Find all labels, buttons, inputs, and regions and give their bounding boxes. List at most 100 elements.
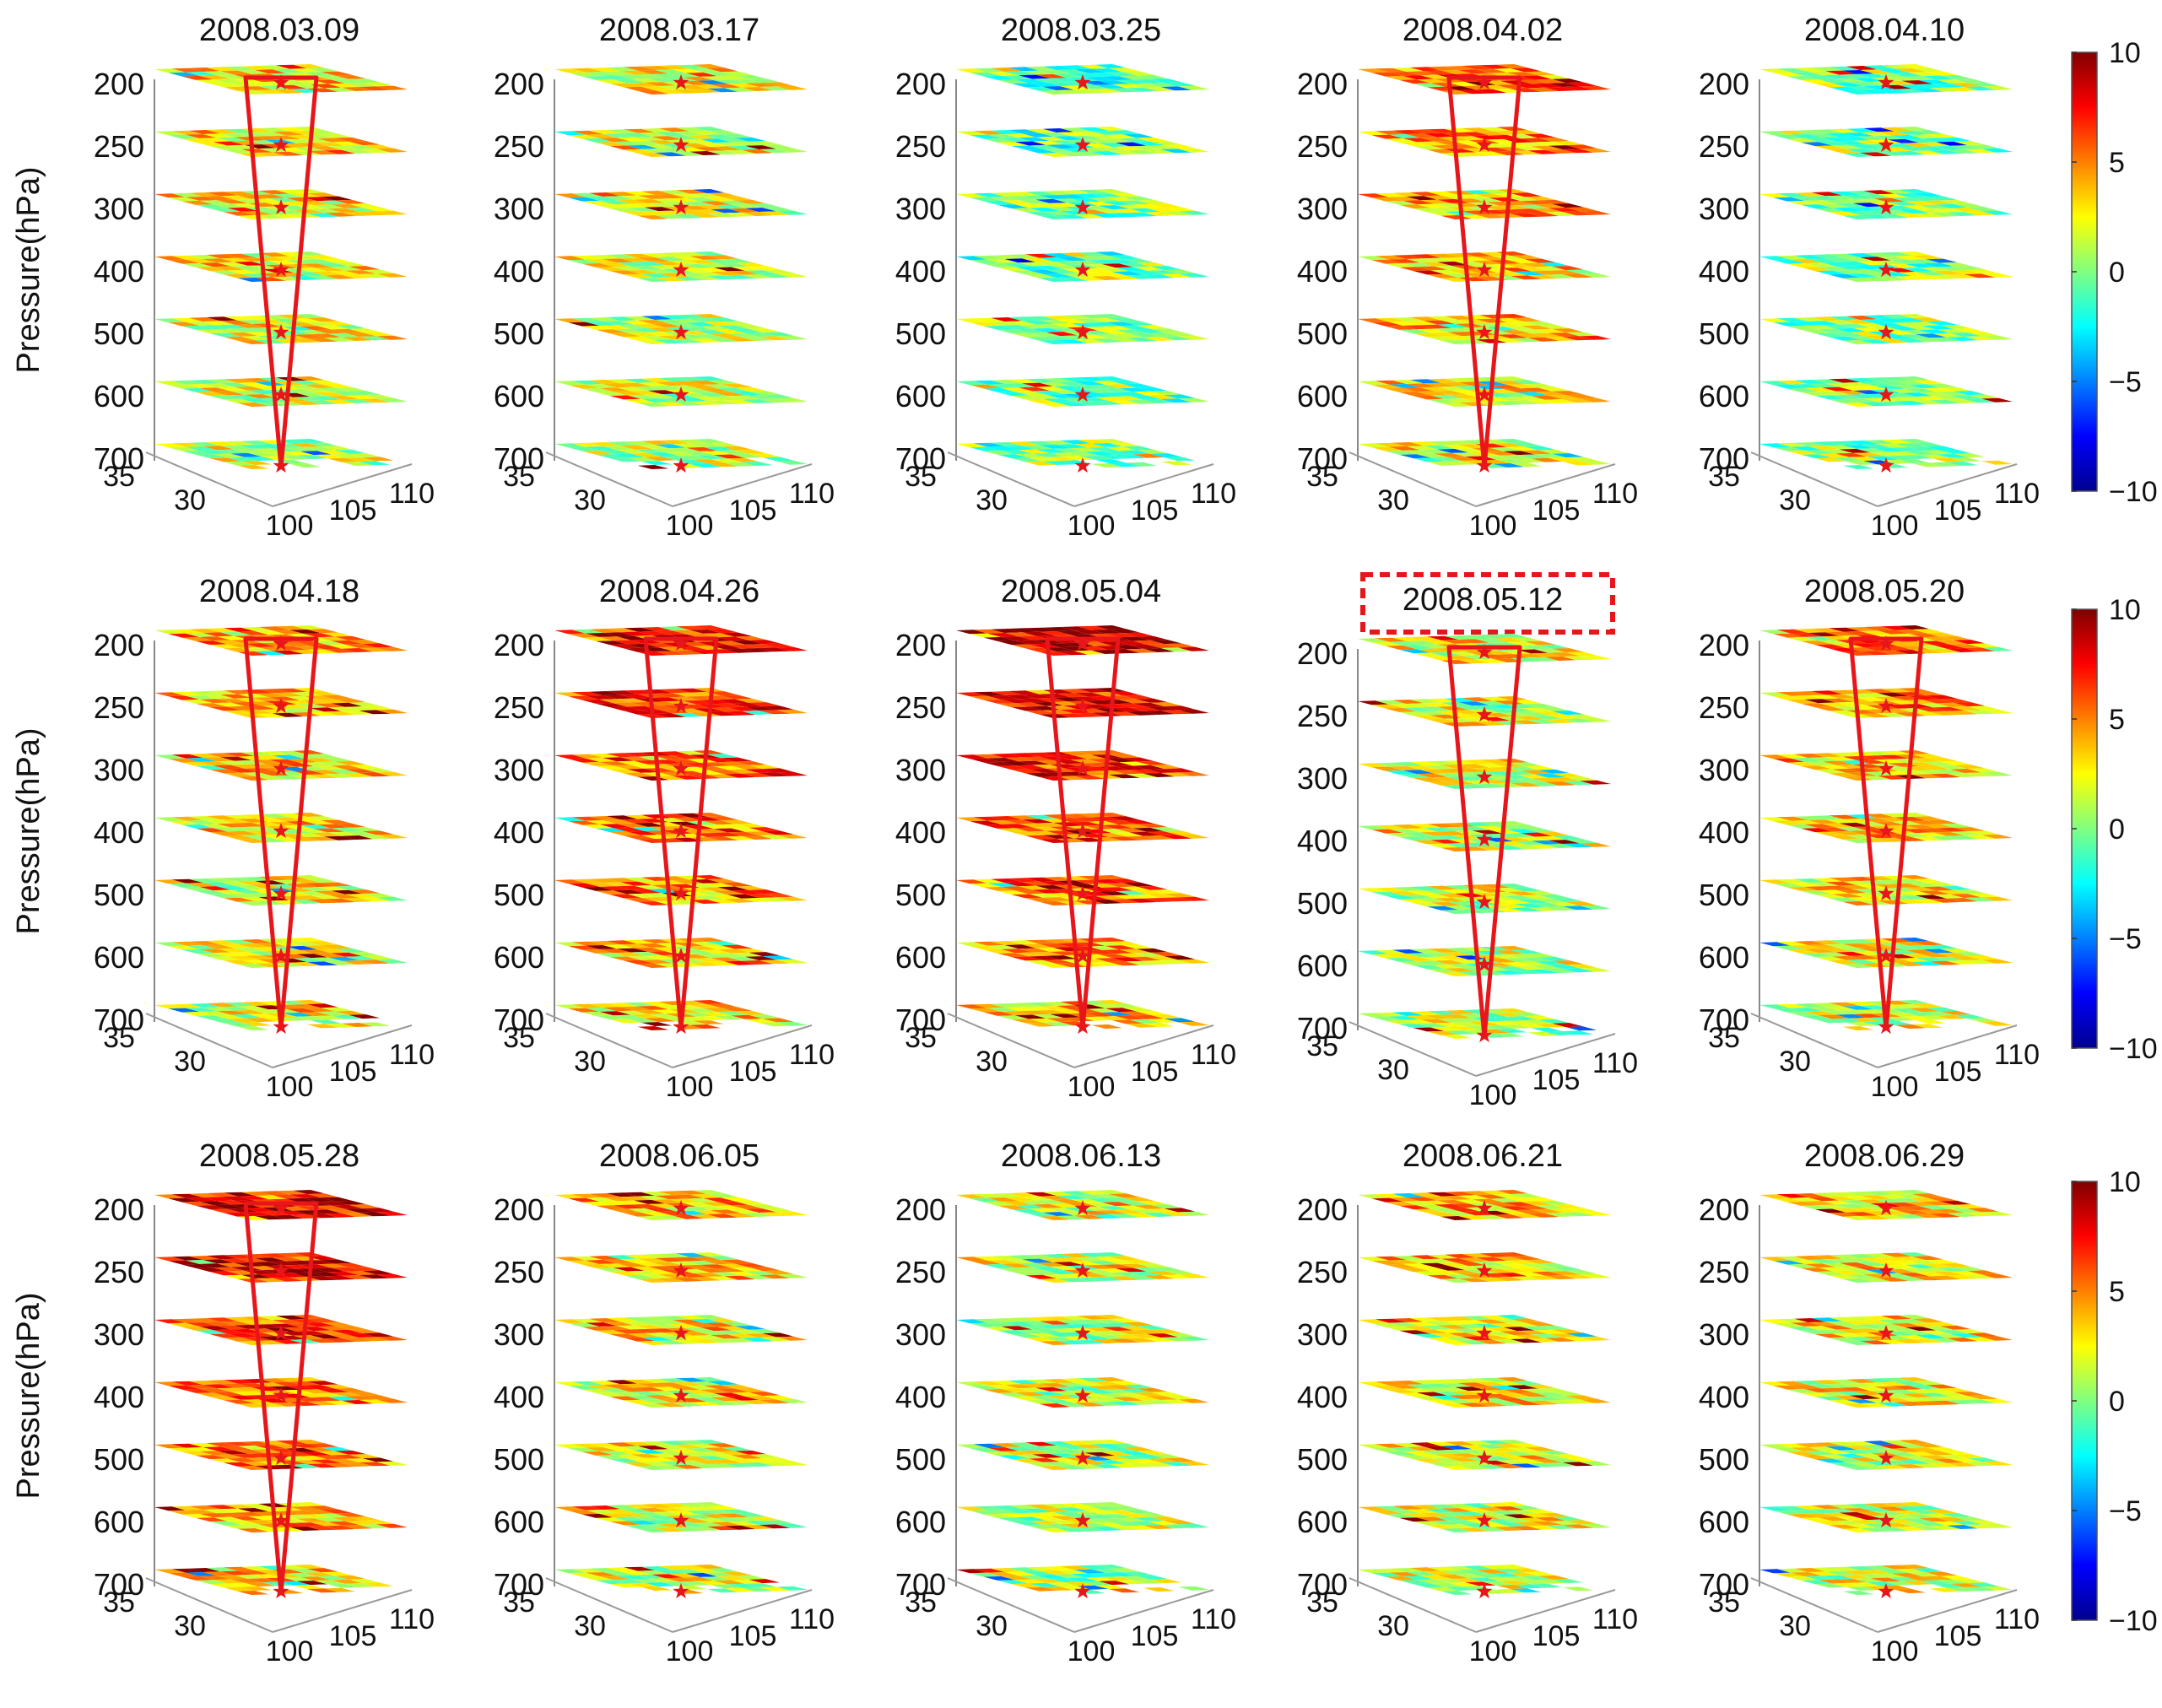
slice-cell <box>627 269 659 274</box>
slice-cell <box>1549 395 1580 399</box>
slice-cell <box>1073 318 1105 323</box>
slice-cell <box>1877 193 1909 198</box>
slice-cell <box>1406 321 1438 326</box>
slice-cell <box>1475 193 1507 198</box>
slice-cell <box>300 201 332 206</box>
slice-cell <box>359 398 391 403</box>
slice-cell <box>613 203 645 208</box>
slice-cell <box>1842 465 1874 469</box>
slice-cell <box>634 73 666 78</box>
slice-cell <box>741 87 773 91</box>
slice-cell <box>983 200 1015 205</box>
slice-cell <box>606 192 638 197</box>
epicenter-star <box>1074 386 1091 403</box>
slice-cell <box>700 76 732 81</box>
slice-cell <box>1430 332 1462 337</box>
slice-cell <box>362 144 394 149</box>
slice-cell <box>196 267 228 272</box>
slice-cell <box>1014 453 1046 458</box>
panel-title: 2008.03.17 <box>599 13 759 48</box>
slice-cell <box>1493 463 1525 468</box>
slice-cell <box>1091 401 1123 405</box>
slice-cell <box>672 68 704 73</box>
slice-cell <box>1877 256 1909 261</box>
slice-cell <box>1122 321 1154 326</box>
slice-cell <box>241 86 273 90</box>
slice-cell <box>310 271 342 276</box>
slice-cell <box>1503 138 1535 143</box>
slice-cell <box>1860 89 1892 95</box>
slice-cell <box>1101 138 1133 143</box>
slice-cell <box>599 262 631 268</box>
slice-cell <box>1503 201 1535 206</box>
slice-cell <box>648 203 679 208</box>
slice-cell <box>1939 137 1971 142</box>
slice-cell <box>349 453 381 458</box>
slice-cell <box>1880 439 1912 444</box>
slice-cell <box>1073 256 1105 261</box>
slice-cell <box>1873 135 1905 140</box>
slice-cell <box>217 449 248 454</box>
slice-cell <box>324 274 356 279</box>
slice-cell <box>973 192 1005 197</box>
slice-cell <box>1863 252 1895 257</box>
slice-cell <box>983 75 1015 80</box>
slice-cell <box>1565 269 1597 274</box>
slice-cell <box>734 449 766 454</box>
slice-cell <box>1822 199 1853 204</box>
slice-cell <box>997 267 1030 272</box>
slice-cell <box>997 392 1030 397</box>
x-tick-label: 105 <box>729 1056 777 1088</box>
slice-cell <box>1178 273 1209 278</box>
slice-cell <box>613 266 645 271</box>
slice-cell <box>1839 73 1871 78</box>
slice-cell <box>1860 194 1892 199</box>
slice-cell <box>1014 391 1046 396</box>
slice-cell <box>324 87 356 92</box>
x-tick-label: 100 <box>666 510 714 542</box>
slice-cell <box>1846 86 1878 90</box>
x-tick-label: 105 <box>729 495 777 527</box>
slice-cell <box>1853 203 1884 208</box>
slice-cell <box>609 332 641 338</box>
slice-cell <box>1880 459 1912 464</box>
slice-cell <box>1506 384 1538 389</box>
slice-cell <box>1829 398 1861 403</box>
pressure-slice <box>554 127 808 157</box>
slice-cell <box>1884 205 1916 210</box>
slice-cell <box>1067 451 1099 457</box>
slice-cell <box>1057 194 1089 199</box>
slice-cell <box>745 270 776 274</box>
slice-cell <box>314 329 345 334</box>
slice-cell <box>1544 274 1576 278</box>
slice-cell <box>1437 323 1469 328</box>
pressure-slice <box>1759 251 2013 282</box>
slice-cell <box>272 338 304 343</box>
slice-cell <box>1549 83 1580 87</box>
slice-cell <box>1527 87 1559 92</box>
slice-cell <box>1894 151 1927 155</box>
slice-cell <box>1147 208 1178 212</box>
slice-cell <box>749 203 781 208</box>
slice-cell <box>1842 153 1874 157</box>
slice-cell <box>776 335 808 340</box>
slice-cell <box>303 446 335 451</box>
slice-cell <box>258 127 290 132</box>
slice-cell <box>1565 394 1597 399</box>
slice-cell <box>1857 448 1889 453</box>
x-tick-label: 105 <box>329 495 377 527</box>
slice-cell <box>1143 462 1175 466</box>
slice-cell <box>1538 449 1570 454</box>
slice-cell <box>1524 321 1556 326</box>
slice-cell <box>1888 138 1919 143</box>
slice-cell <box>741 274 773 278</box>
slice-cell <box>599 138 631 143</box>
slice-cell <box>599 75 631 80</box>
slice-cell <box>1926 383 1958 388</box>
slice-cell <box>1538 262 1570 267</box>
slice-cell <box>568 134 600 139</box>
slice-cell <box>1160 461 1192 466</box>
slice-cell <box>1178 85 1209 90</box>
